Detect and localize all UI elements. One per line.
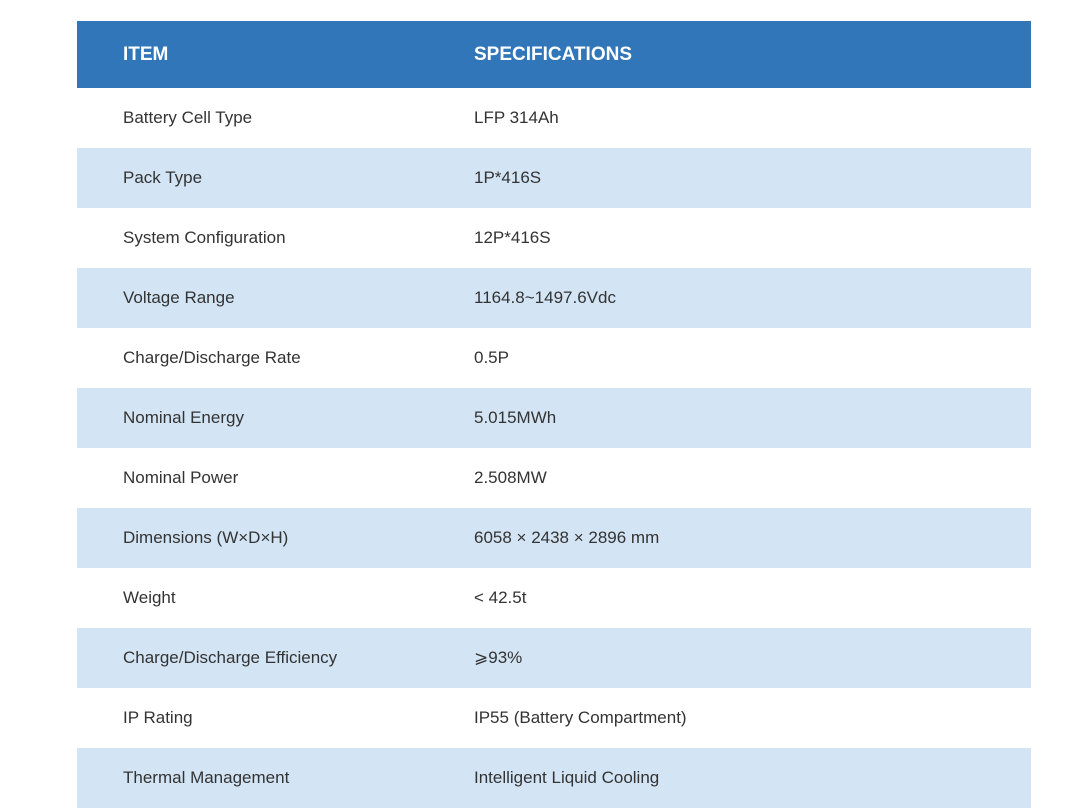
row-spec: 2.508MW bbox=[474, 468, 547, 487]
row-item: IP Rating bbox=[123, 708, 193, 727]
table-header: ITEM SPECIFICATIONS bbox=[77, 21, 1031, 88]
row-spec: 12P*416S bbox=[474, 228, 551, 247]
row-spec: 0.5P bbox=[474, 348, 509, 367]
row-item: Voltage Range bbox=[123, 288, 235, 307]
row-spec: 5.015MWh bbox=[474, 408, 557, 427]
table-row: Voltage Range 1164.8~1497.6Vdc bbox=[77, 268, 1031, 328]
header-specifications: SPECIFICATIONS bbox=[474, 43, 632, 65]
row-spec: 1164.8~1497.6Vdc bbox=[474, 288, 616, 307]
row-item: Dimensions (W×D×H) bbox=[123, 528, 289, 547]
table-row: Nominal Power 2.508MW bbox=[77, 448, 1031, 508]
row-item: Nominal Power bbox=[123, 468, 239, 487]
row-item: Pack Type bbox=[123, 168, 203, 187]
header-item: ITEM bbox=[123, 43, 169, 65]
row-spec: IP55 (Battery Compartment) bbox=[474, 708, 687, 727]
row-item: Nominal Energy bbox=[123, 408, 244, 427]
row-spec: LFP 314Ah bbox=[474, 108, 559, 127]
row-spec: 6058 × 2438 × 2896 mm bbox=[474, 528, 660, 547]
table-row: Weight < 42.5t bbox=[77, 568, 1031, 628]
table-row: Dimensions (W×D×H) 6058 × 2438 × 2896 mm bbox=[77, 508, 1031, 568]
table-row: Pack Type 1P*416S bbox=[77, 148, 1031, 208]
row-item: Charge/Discharge Rate bbox=[123, 348, 301, 367]
row-spec: Intelligent Liquid Cooling bbox=[474, 768, 660, 787]
row-spec: 1P*416S bbox=[474, 168, 542, 187]
table-row: Charge/Discharge Rate 0.5P bbox=[77, 328, 1031, 388]
spec-table: ITEM SPECIFICATIONS Battery Cell Type LF… bbox=[77, 21, 1031, 808]
table-row: Thermal Management Intelligent Liquid Co… bbox=[77, 748, 1031, 808]
row-item: Thermal Management bbox=[123, 768, 290, 787]
table-row: System Configuration 12P*416S bbox=[77, 208, 1031, 268]
table-row: Charge/Discharge Efficiency ⩾93% bbox=[77, 628, 1031, 688]
table-row: Battery Cell Type LFP 314Ah bbox=[77, 88, 1031, 148]
row-item: Weight bbox=[123, 588, 176, 607]
table-row: Nominal Energy 5.015MWh bbox=[77, 388, 1031, 448]
row-item: Battery Cell Type bbox=[123, 108, 253, 127]
row-spec: ⩾93% bbox=[474, 648, 523, 667]
row-item: Charge/Discharge Efficiency bbox=[123, 648, 338, 667]
table-row: IP Rating IP55 (Battery Compartment) bbox=[77, 688, 1031, 748]
row-spec: < 42.5t bbox=[474, 588, 527, 607]
row-item: System Configuration bbox=[123, 228, 286, 247]
